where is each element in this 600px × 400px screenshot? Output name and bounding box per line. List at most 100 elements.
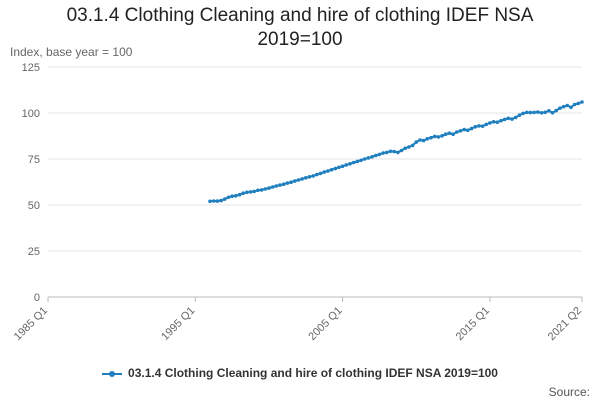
- x-tick-label: 1995 Q1: [159, 305, 197, 343]
- data-point: [267, 186, 271, 190]
- data-point: [281, 182, 286, 186]
- data-point: [292, 179, 297, 183]
- data-point: [355, 159, 360, 164]
- data-point: [399, 148, 404, 153]
- series-line: [209, 101, 583, 203]
- data-point: [340, 164, 345, 168]
- data-point: [484, 122, 489, 127]
- data-point: [418, 138, 422, 142]
- data-point: [359, 158, 363, 163]
- data-point: [558, 106, 562, 110]
- data-point: [278, 183, 282, 187]
- data-point: [318, 171, 323, 176]
- data-point: [429, 135, 433, 140]
- data-point: [407, 145, 411, 149]
- data-point: [447, 131, 452, 135]
- data-point: [226, 195, 231, 200]
- data-point: [274, 184, 279, 188]
- data-point: [414, 140, 419, 144]
- data-point: [270, 185, 275, 189]
- data-point: [322, 170, 327, 174]
- data-point: [539, 111, 544, 115]
- source-label: Source:: [548, 385, 590, 399]
- data-point: [543, 110, 547, 115]
- data-point: [377, 152, 382, 157]
- data-point: [440, 134, 444, 138]
- data-point: [502, 117, 507, 122]
- data-point: [381, 151, 385, 155]
- legend[interactable]: 03.1.4 Clothing Cleaning and hire of clo…: [0, 366, 600, 380]
- data-point: [495, 120, 500, 124]
- data-point: [477, 124, 481, 128]
- data-point: [237, 192, 242, 197]
- data-point: [245, 190, 249, 195]
- data-point: [410, 143, 415, 148]
- data-point: [554, 108, 558, 113]
- data-point: [259, 188, 264, 192]
- data-point: [366, 156, 371, 160]
- data-point: [315, 172, 319, 177]
- data-point: [436, 135, 441, 139]
- data-point: [248, 190, 253, 194]
- y-tick-label: 0: [34, 292, 40, 304]
- data-point: [333, 166, 338, 171]
- data-point: [506, 116, 511, 121]
- chart-title-line-1: 03.1.4 Clothing Cleaning and hire of clo…: [66, 5, 534, 26]
- data-point: [300, 177, 304, 181]
- data-point: [392, 149, 397, 154]
- data-point: [521, 111, 525, 116]
- data-point: [215, 199, 220, 203]
- data-point: [337, 165, 341, 170]
- data-point: [403, 146, 408, 151]
- y-tick-label: 75: [28, 154, 40, 166]
- data-point: [208, 199, 212, 204]
- data-point: [466, 128, 470, 133]
- data-point: [488, 121, 492, 125]
- data-point: [329, 167, 334, 172]
- data-point: [525, 110, 529, 115]
- data-point: [432, 134, 437, 139]
- data-point: [513, 115, 518, 120]
- data-point: [344, 163, 349, 167]
- data-point: [304, 176, 308, 180]
- data-point: [374, 153, 378, 158]
- x-tick-label: 2021 Q2: [546, 305, 584, 343]
- data-point: [289, 180, 293, 184]
- data-point: [326, 169, 330, 173]
- data-point: [348, 162, 352, 166]
- data-point: [252, 189, 256, 194]
- data-point: [550, 111, 555, 115]
- data-point: [230, 194, 234, 198]
- x-tick-label: 2015 Q1: [454, 305, 492, 343]
- y-tick-label: 50: [28, 200, 40, 212]
- data-point: [234, 194, 238, 198]
- data-point: [296, 178, 301, 182]
- data-point: [480, 124, 485, 128]
- data-point: [451, 132, 455, 136]
- data-point: [499, 118, 503, 123]
- data-point: [510, 117, 514, 121]
- data-point: [223, 197, 227, 201]
- data-point: [576, 101, 581, 106]
- data-point: [455, 130, 459, 134]
- data-point: [370, 155, 374, 159]
- legend-label: 03.1.4 Clothing Cleaning and hire of clo…: [128, 366, 498, 380]
- data-point: [362, 157, 367, 161]
- data-point: [532, 110, 536, 115]
- data-point: [388, 149, 393, 154]
- x-tick-label: 2005 Q1: [306, 305, 344, 343]
- x-tick-label: 1985 Q1: [12, 305, 50, 343]
- data-point: [351, 160, 356, 165]
- data-point: [263, 187, 268, 191]
- data-point: [385, 150, 389, 155]
- data-point: [425, 137, 430, 141]
- data-point: [443, 132, 448, 136]
- data-point: [256, 188, 260, 193]
- y-tick-label: 100: [22, 108, 40, 120]
- y-axis-label: Index, base year = 100: [10, 45, 133, 59]
- data-point: [569, 105, 573, 110]
- data-point: [219, 198, 223, 203]
- legend-line-marker-icon: [102, 370, 123, 377]
- data-point: [565, 103, 570, 108]
